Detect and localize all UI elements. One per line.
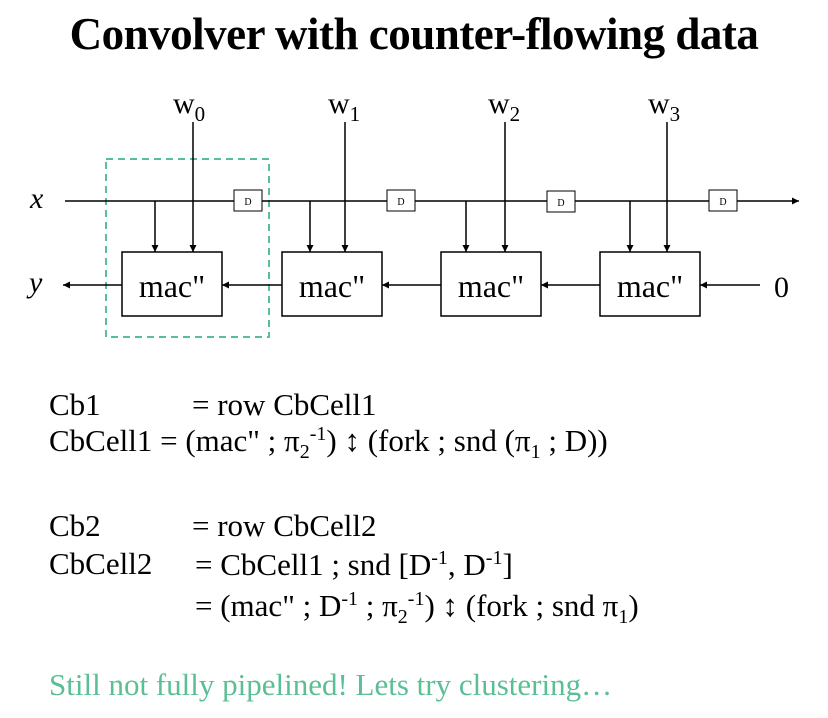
w0-label: w0 bbox=[173, 87, 205, 126]
mac-cell-1: mac" bbox=[281, 251, 383, 317]
mac-cell-3: mac" bbox=[599, 251, 701, 317]
delay-3: D bbox=[708, 189, 738, 212]
w3-label: w3 bbox=[648, 87, 680, 126]
convolver-diagram: x w0 w1 w2 w3 D D D D mac" mac" mac" bbox=[26, 87, 799, 338]
eq-line-3-rhs: = row CbCell2 bbox=[192, 508, 377, 543]
delay-2: D bbox=[546, 190, 576, 213]
footer-note: Still not fully pipelined! Lets try clus… bbox=[49, 667, 613, 702]
eq-line-2: CbCell1 = (mac" ; π2-1) ↕ (fork ; snd (π… bbox=[49, 423, 608, 463]
w1-label: w1 bbox=[328, 87, 360, 126]
eq-line-4-rhs: = CbCell1 ; snd [D-1, D-1] bbox=[195, 547, 513, 582]
eq-line-1-lhs: Cb1 bbox=[49, 387, 101, 422]
mac-cell-0: mac" bbox=[121, 251, 223, 317]
svg-text:D: D bbox=[557, 198, 564, 209]
eq-line-1-rhs: = row CbCell1 bbox=[192, 387, 377, 422]
svg-text:mac": mac" bbox=[299, 268, 365, 304]
w2-label: w2 bbox=[488, 87, 520, 126]
svg-text:D: D bbox=[719, 197, 726, 208]
updown-arrow-icon: ↕ bbox=[442, 588, 459, 623]
svg-text:D: D bbox=[397, 197, 404, 208]
y-label: y bbox=[26, 266, 43, 299]
svg-text:mac": mac" bbox=[139, 268, 205, 304]
slide-title: Convolver with counter-flowing data bbox=[69, 9, 759, 59]
svg-text:mac": mac" bbox=[617, 268, 683, 304]
updown-arrow-icon: ↕ bbox=[344, 423, 360, 458]
eq-line-5: = (mac" ; D-1 ; π2-1) ↕ (fork ; snd π1) bbox=[195, 588, 639, 628]
eq-line-3-lhs: Cb2 bbox=[49, 508, 101, 543]
mac-cell-2: mac" bbox=[440, 251, 542, 317]
delay-1: D bbox=[386, 189, 416, 212]
zero-label: 0 bbox=[774, 271, 789, 304]
svg-text:D: D bbox=[244, 197, 251, 208]
x-label: x bbox=[29, 182, 44, 215]
svg-text:mac": mac" bbox=[458, 268, 524, 304]
delay-0: D bbox=[233, 189, 263, 212]
eq-line-4-lhs: CbCell2 bbox=[49, 546, 153, 581]
highlight-box bbox=[105, 158, 270, 338]
